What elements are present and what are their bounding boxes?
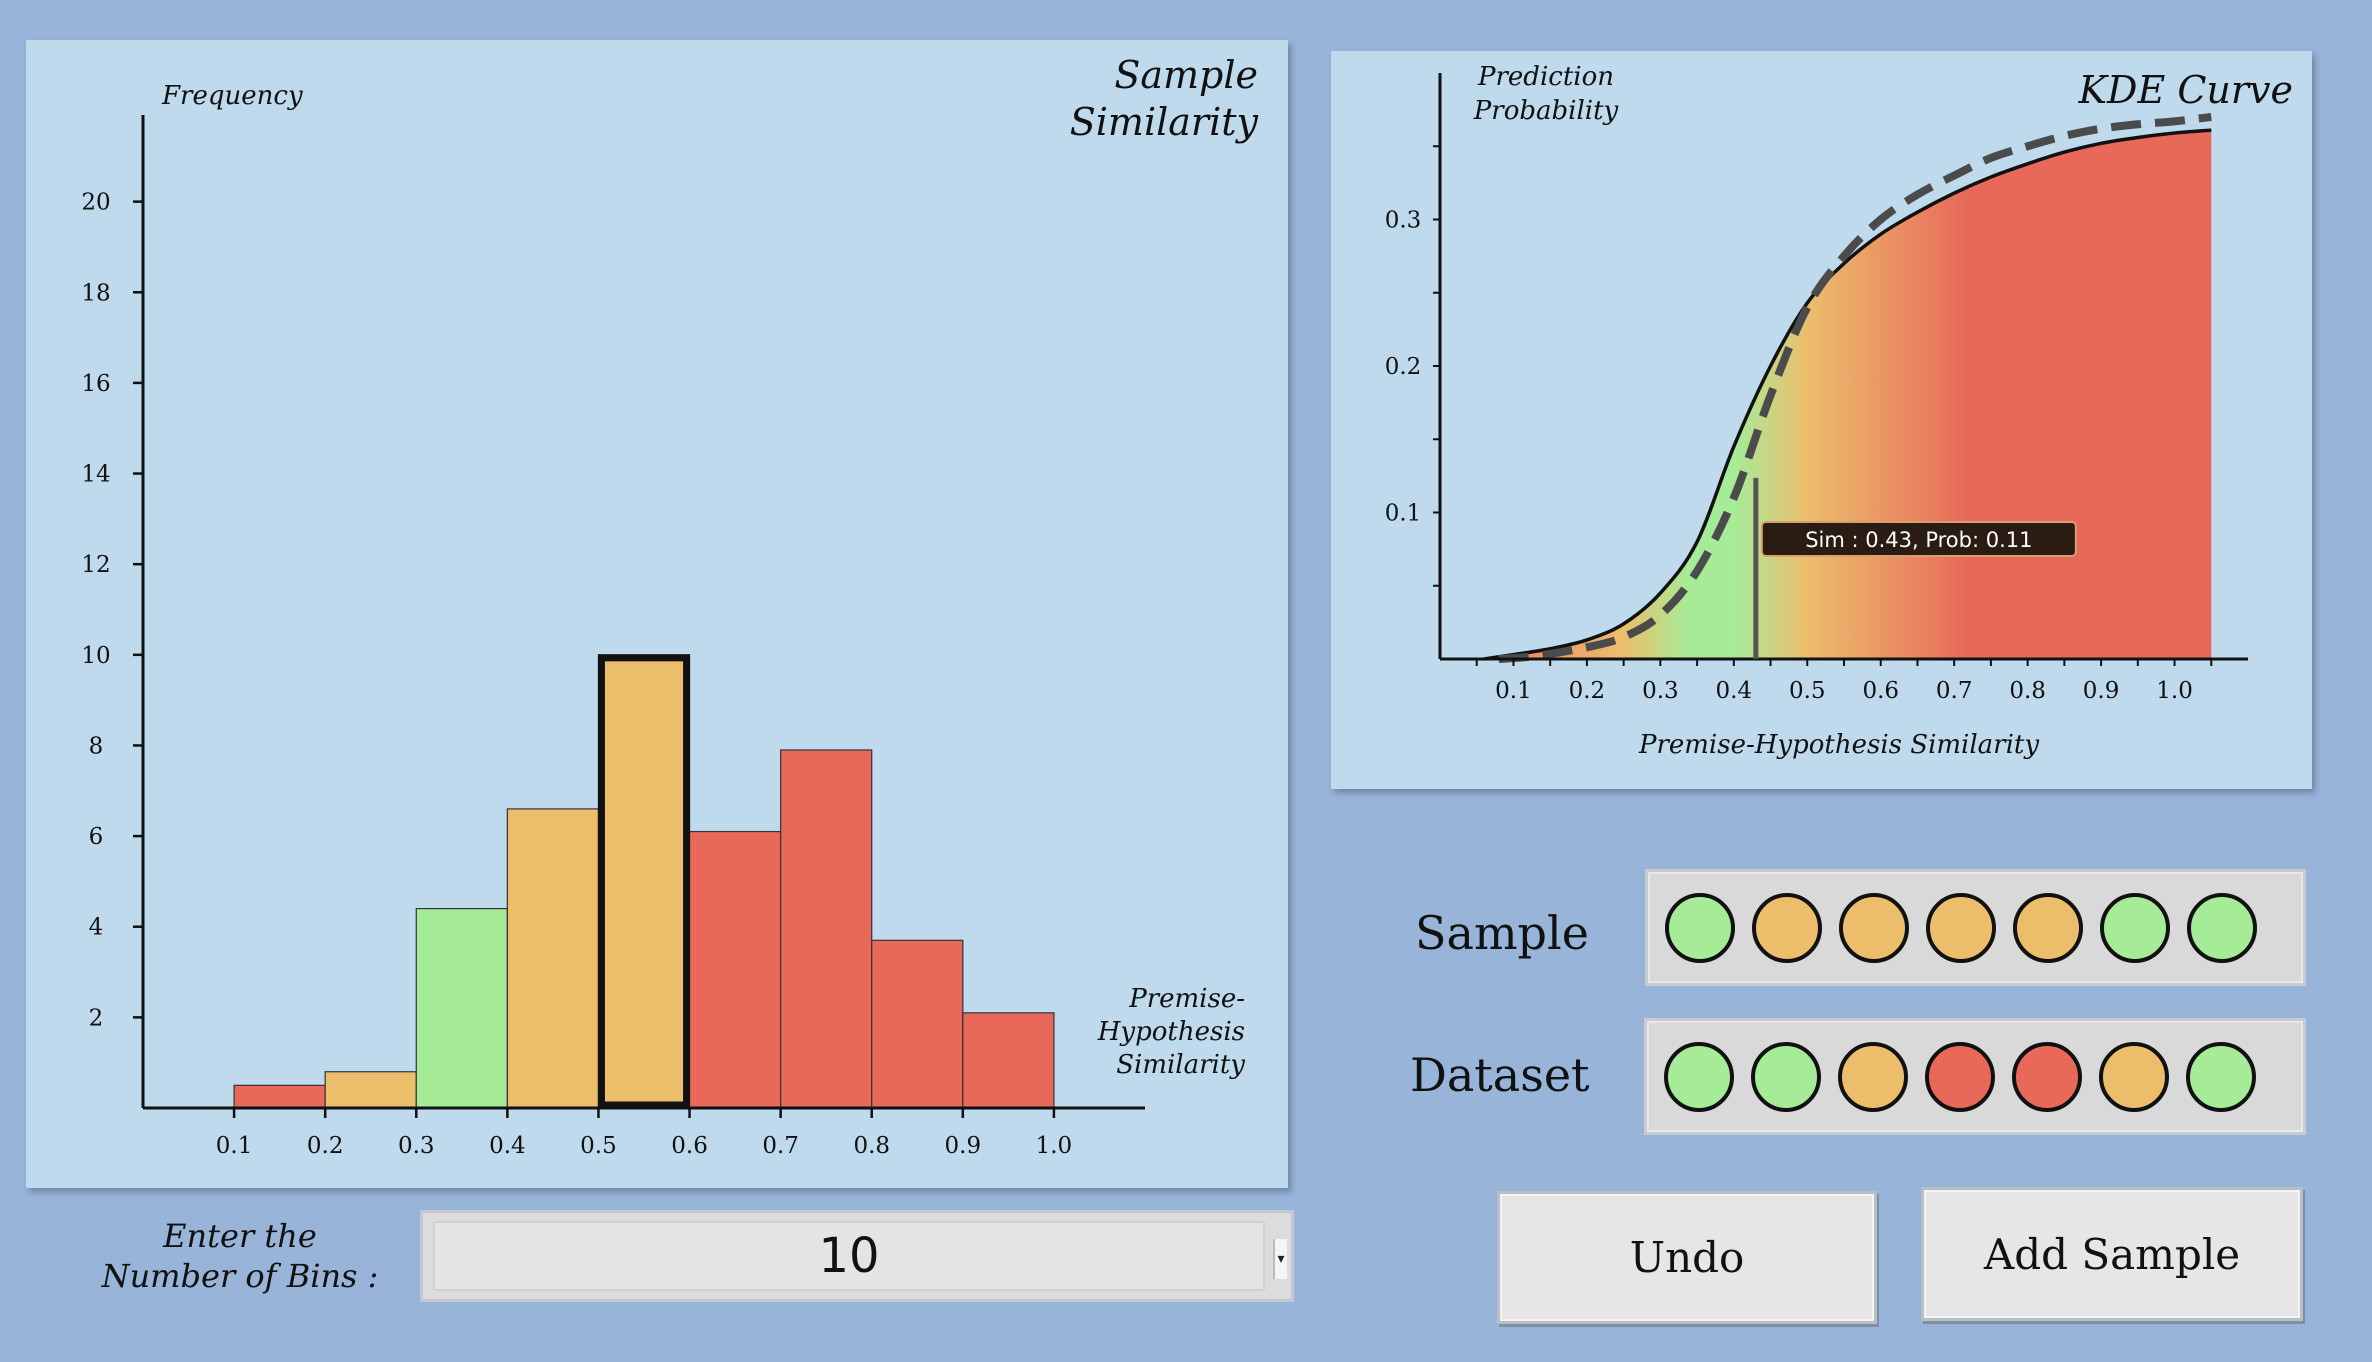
histogram-bar-7 — [780, 749, 873, 1109]
histogram-y-tick-label-2: 4 — [89, 915, 104, 941]
add-sample-button[interactable]: Add Sample — [1921, 1187, 2303, 1321]
histogram-title-line-2: Similarity — [1070, 100, 1259, 144]
kde-x-tick-label-7: 0.7 — [1936, 678, 1973, 704]
bins-label-line-1: Enter the — [163, 1217, 317, 1255]
histogram-y-tick-label-1: 2 — [89, 1005, 104, 1031]
histogram-x-tick-label-7: 0.7 — [762, 1133, 799, 1159]
kde-title: KDE Curve — [2078, 68, 2293, 112]
kde-y-tick-label-3: 0.3 — [1385, 208, 1422, 234]
histogram-bar-1 — [233, 1084, 326, 1109]
dataset-dot-7[interactable] — [2186, 1041, 2256, 1112]
dataset-dot-6[interactable] — [2099, 1041, 2169, 1112]
sample-dot-5[interactable] — [2013, 892, 2083, 963]
histogram-panel: 0.1 0.2 0.3 0.4 0.5 0.6 0.7 0.8 0.9 1.0 2 4 6 8 10 12 14… — [26, 40, 1288, 1188]
histogram-x-tick-label-1: 0.1 — [216, 1133, 253, 1159]
kde-x-tick-label-8: 0.8 — [2009, 678, 2046, 704]
bins-label-line-2: Number of Bins : — [101, 1257, 379, 1295]
histogram-x-tick-label-4: 0.4 — [489, 1133, 526, 1159]
dataset-label: Dataset — [1410, 1048, 1590, 1102]
histogram-chart: 0.1 0.2 0.3 0.4 0.5 0.6 0.7 0.8 0.9 1.0 2 4 6 8 10 12 14… — [81, 53, 1259, 1159]
histogram-bar-highlight — [597, 654, 691, 1109]
kde-x-tick-label-9: 0.9 — [2083, 678, 2120, 704]
histogram-y-axis-title: Frequency — [161, 81, 303, 111]
kde-x-tick-label-5: 0.5 — [1789, 678, 1826, 704]
kde-chart: 0.1 0.2 0.3 0.4 0.5 0.6 0.7 0.8 0.9 1.0 0.1 0.2 0.3 S… — [1385, 62, 2293, 760]
histogram-bar-9 — [962, 1012, 1055, 1109]
histogram-bar-4 — [506, 808, 600, 1109]
kde-x-tick-label-3: 0.3 — [1642, 678, 1679, 704]
sample-dot-4[interactable] — [1926, 892, 1996, 963]
kde-panel: 0.1 0.2 0.3 0.4 0.5 0.6 0.7 0.8 0.9 1.0 0.1 0.2 0.3 S… — [1331, 51, 2312, 789]
kde-x-tick-label-4: 0.4 — [1716, 678, 1753, 704]
histogram-bar-6 — [688, 830, 782, 1109]
histogram-x-tick-label-2: 0.2 — [307, 1133, 344, 1159]
histogram-x-tick-label-10: 1.0 — [1036, 1133, 1073, 1159]
histogram-y-tick-label-10: 20 — [81, 190, 110, 216]
dataset-dot-4[interactable] — [1925, 1041, 1995, 1112]
kde-x-tick-label-6: 0.6 — [1862, 678, 1899, 704]
bins-field: ▾ — [420, 1210, 1294, 1302]
histogram-x-axis-title-line-3: Similarity — [1116, 1050, 1245, 1080]
histogram-y-tick-label-6: 12 — [81, 552, 110, 578]
histogram-y-tick-label-5: 10 — [81, 643, 110, 669]
sample-dot-7[interactable] — [2187, 892, 2257, 963]
histogram-bar-2 — [324, 1071, 417, 1109]
histogram-y-tick-label-9: 18 — [81, 280, 110, 306]
bins-input[interactable] — [433, 1221, 1265, 1291]
dataset-dot-3[interactable] — [1838, 1041, 1908, 1112]
histogram-y-tick-label-8: 16 — [81, 371, 110, 397]
histogram-x-tick-label-9: 0.9 — [945, 1133, 982, 1159]
histogram-bar-5 — [597, 654, 691, 1109]
kde-solid-line — [1483, 128, 2212, 661]
kde-y-axis-title-line-2: Probability — [1473, 96, 1619, 126]
kde-y-tick-label-1: 0.1 — [1385, 501, 1422, 527]
kde-dashed-line — [1498, 112, 2212, 663]
kde-tooltip-text: Sim : 0.43, Prob: 0.11 — [1805, 528, 2032, 552]
histogram-bar-3 — [415, 907, 508, 1109]
histogram-bar-8 — [871, 939, 964, 1109]
histogram-y-tick-label-3: 6 — [89, 824, 104, 850]
bins-label: Enter the Number of Bins : — [60, 1216, 420, 1296]
undo-button[interactable]: Undo — [1497, 1191, 1877, 1324]
histogram-x-axis-title-line-2: Hypothesis — [1097, 1017, 1245, 1047]
sample-dot-6[interactable] — [2100, 892, 2170, 963]
dataset-dot-2[interactable] — [1751, 1041, 1821, 1112]
histogram-x-tick-label-6: 0.6 — [671, 1133, 708, 1159]
kde-y-axis-title-line-1: Prediction — [1477, 62, 1614, 92]
sample-dot-2[interactable] — [1752, 892, 1822, 963]
histogram-y-tick-label-4: 8 — [89, 733, 104, 759]
dataset-dot-1[interactable] — [1664, 1041, 1734, 1112]
histogram-x-axis-title-line-1: Premise- — [1128, 984, 1245, 1014]
dataset-tray — [1644, 1018, 2306, 1135]
sample-dot-1[interactable] — [1665, 892, 1735, 963]
histogram-x-tick-label-8: 0.8 — [853, 1133, 890, 1159]
histogram-x-tick-label-5: 0.5 — [580, 1133, 617, 1159]
sample-tray — [1645, 869, 2306, 986]
kde-x-tick-label-10: 1.0 — [2156, 678, 2193, 704]
histogram-title-line-1: Sample — [1114, 53, 1258, 97]
kde-x-axis-title: Premise-Hypothesis Similarity — [1638, 730, 2039, 760]
histogram-y-tick-label-7: 14 — [81, 462, 110, 488]
kde-y-tick-label-2: 0.2 — [1385, 354, 1422, 380]
bins-spinner-icon[interactable]: ▾ — [1273, 1239, 1287, 1279]
kde-x-tick-label-1: 0.1 — [1495, 678, 1532, 704]
kde-area — [1484, 130, 2212, 659]
sample-dot-3[interactable] — [1839, 892, 1909, 963]
kde-x-tick-label-2: 0.2 — [1569, 678, 1606, 704]
sample-label: Sample — [1415, 906, 1589, 960]
histogram-x-tick-label-3: 0.3 — [398, 1133, 435, 1159]
kde-tooltip-box — [1760, 521, 2077, 557]
dataset-dot-5[interactable] — [2012, 1041, 2082, 1112]
